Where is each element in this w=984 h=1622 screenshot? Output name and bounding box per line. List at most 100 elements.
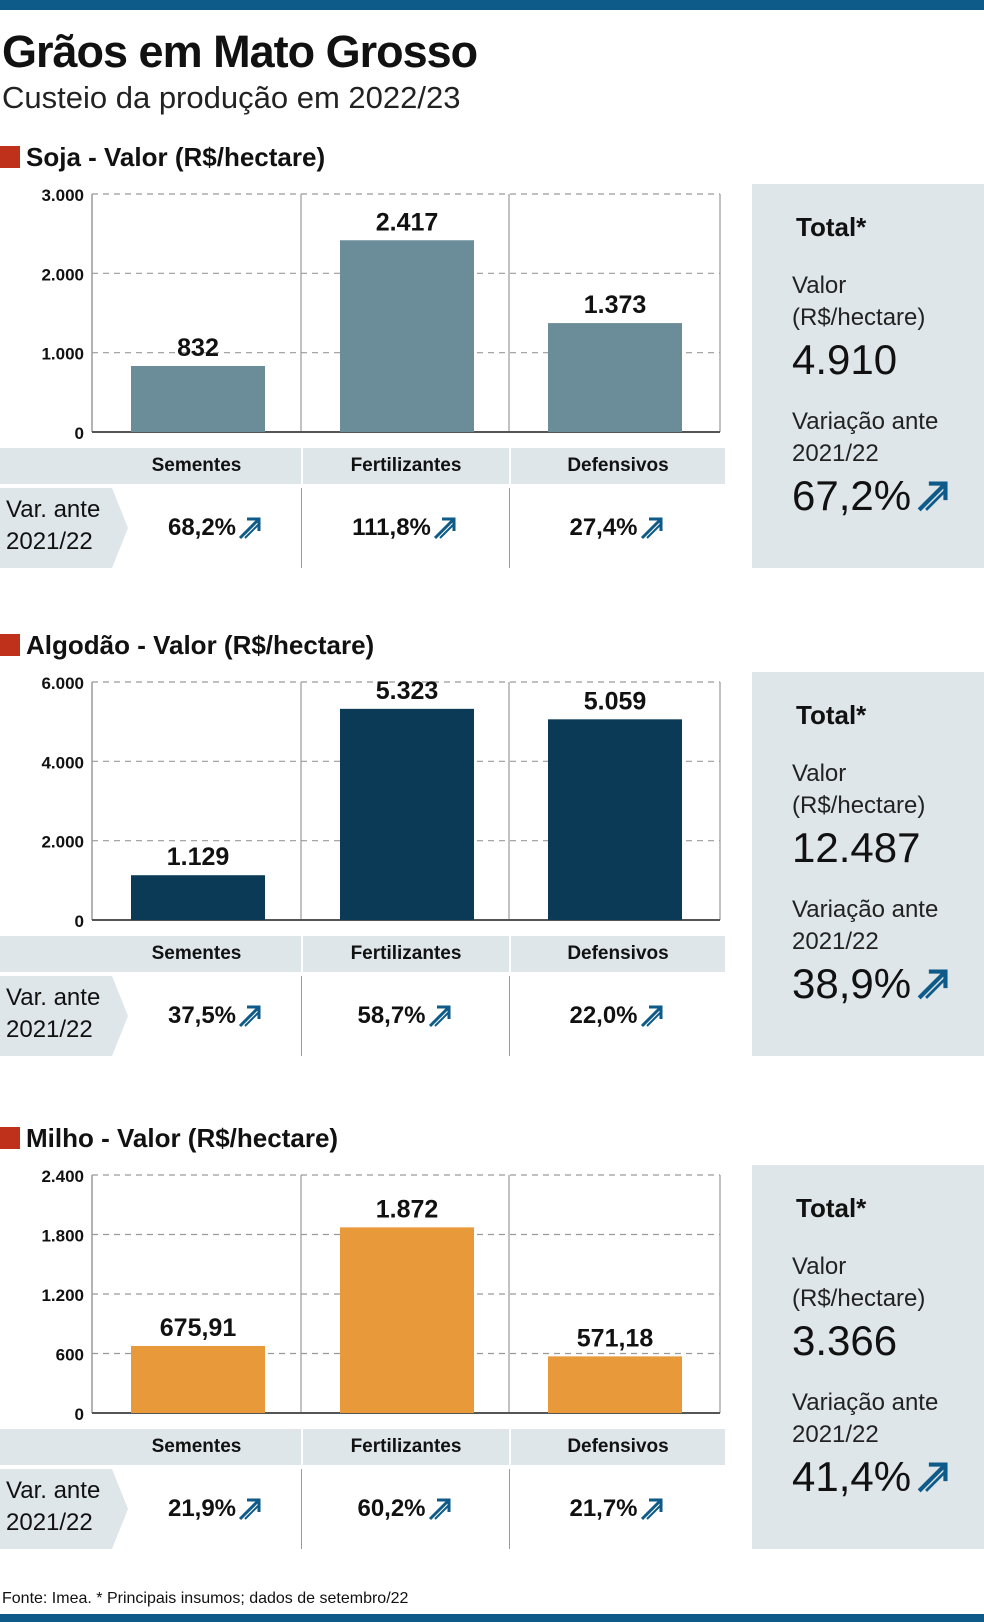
bar-fertilizantes [340,240,474,432]
column-divider [301,488,302,568]
total-variation-label: Variação ante 2021/22 [792,408,939,467]
section-soja: Soja - Valor (R$/hectare) 0 1.000 2.000 3.00… [0,142,984,582]
variation-percent: 21,9% [167,1495,237,1522]
up-right-arrow-icon [428,1005,451,1028]
variation-value: 60,2% [301,1469,509,1549]
variation-value: 22,0% [509,976,725,1056]
category-label: Sementes [0,1429,301,1465]
category-label: Fertilizantes [303,1429,509,1465]
total-variation-percent: 67,2% [792,472,912,519]
up-right-arrow-icon [640,1005,663,1028]
section-algodao: Algodão - Valor (R$/hectare) 0 2.000 4.000 6… [0,630,984,1070]
category-label: Defensivos [511,448,725,484]
category-label: Defensivos [511,1429,725,1465]
total-heading: Total* [796,212,867,242]
variation-label-text: Var. ante 2021/22 [6,984,101,1043]
variation-label-text: Var. ante 2021/22 [6,1477,101,1536]
variation-value: 68,2% [130,488,301,568]
bar-value-label: 1.373 [584,291,647,319]
column-divider [301,1469,302,1549]
page-subtitle: Custeio da produção em 2022/23 [2,80,461,115]
section-marker [0,146,20,168]
variation-row: Var. ante 2021/22 68,2% 111,8% 27,4% [0,488,725,568]
bar-value-label: 2.417 [376,208,439,236]
category-label: Sementes [0,448,301,484]
bar-fertilizantes [340,1227,474,1413]
variation-label-shape [0,1469,128,1549]
bar-defensivos [548,719,682,920]
section-title: Soja - Valor (R$/hectare) [26,141,326,172]
section-title: Algodão - Valor (R$/hectare) [26,629,375,660]
total-variation: 38,9% [792,960,951,1008]
up-right-arrow-icon [640,517,663,540]
y-tick-label: 6.000 [41,674,84,693]
section-header: Milho - Valor (R$/hectare) [0,1123,338,1153]
pointer-shape [0,1469,128,1549]
section-marker [0,1127,20,1149]
bar-chart-svg: 0 1.000 2.000 3.000 832 2.417 1.373 [41,186,721,443]
up-right-arrow-icon [917,969,948,1000]
top-accent-bar [0,0,984,10]
variation-value: 21,9% [130,1469,301,1549]
bar-value-label: 675,91 [160,1314,237,1342]
total-value-label: Valor (R$/hectare) [792,1253,926,1312]
category-row: Sementes Fertilizantes Defensivos [0,448,725,484]
pointer-shape [0,488,128,568]
bar-value-label: 5.059 [584,687,647,715]
total-variation-percent: 41,4% [792,1453,912,1500]
total-value-label: Valor (R$/hectare) [792,760,926,819]
column-divider [301,976,302,1056]
variation-value: 111,8% [301,488,509,568]
bar-sementes [131,365,265,432]
variation-label-shape [0,488,128,568]
up-right-arrow-icon [238,517,261,540]
bar-value-label: 571,18 [577,1324,654,1352]
y-tick-label: 600 [56,1346,84,1365]
category-label: Fertilizantes [303,448,509,484]
variation-percent: 60,2% [357,1495,426,1522]
section-title: Milho - Valor (R$/hectare) [26,1122,339,1153]
y-tick-label: 0 [75,912,84,931]
y-tick-label: 1.200 [41,1286,84,1305]
variation-label-text: Var. ante 2021/22 [6,496,101,555]
variation-row: Var. ante 2021/22 21,9% 60,2% 21,7% [0,1469,725,1549]
bar-value-label: 5.323 [376,677,439,705]
variation-percent: 68,2% [167,514,237,541]
up-right-arrow-icon [917,1462,948,1493]
bar-chart: 0 2.000 4.000 6.000 1.129 5.323 5.059 [0,672,730,932]
bar-chart-svg: 0 2.000 4.000 6.000 1.129 5.323 5.059 [41,674,721,931]
total-panel: Total* Valor (R$/hectare) 3.366 Variação an… [752,1165,984,1549]
bar-sementes [131,1345,265,1413]
column-divider [509,1469,510,1549]
total-value: 4.910 [792,336,898,383]
column-divider [509,976,510,1056]
variation-percent: 37,5% [167,1002,237,1029]
y-tick-label: 0 [75,1405,84,1424]
up-right-arrow-icon [640,1498,663,1521]
variation-value: 21,7% [509,1469,725,1549]
bar-value-label: 1.129 [167,843,230,871]
variation-value: 58,7% [301,976,509,1056]
total-variation: 67,2% [792,472,951,520]
variation-row-label: Var. ante 2021/22 [0,976,130,1056]
category-label: Sementes [0,936,301,972]
y-tick-label: 0 [75,424,84,443]
section-header: Soja - Valor (R$/hectare) [0,142,325,172]
bar-chart: 0 1.000 2.000 3.000 832 2.417 1.373 [0,184,730,444]
column-divider [509,488,510,568]
category-label: Fertilizantes [303,936,509,972]
y-tick-label: 2.400 [41,1167,84,1186]
total-variation: 41,4% [792,1453,951,1501]
total-value: 3.366 [792,1317,898,1364]
total-variation-label: Variação ante 2021/22 [792,1389,939,1448]
variation-row: Var. ante 2021/22 37,5% 58,7% 22,0% [0,976,725,1056]
y-tick-label: 1.000 [41,345,84,364]
variation-row-label: Var. ante 2021/22 [0,488,130,568]
y-tick-label: 3.000 [41,186,84,205]
section-marker [0,634,20,656]
up-right-arrow-icon [917,481,948,512]
y-tick-label: 1.800 [41,1227,84,1246]
total-panel: Total* Valor (R$/hectare) 4.910 Variação an… [752,184,984,568]
up-right-arrow-icon [433,517,456,540]
variation-percent: 111,8% [352,514,431,541]
